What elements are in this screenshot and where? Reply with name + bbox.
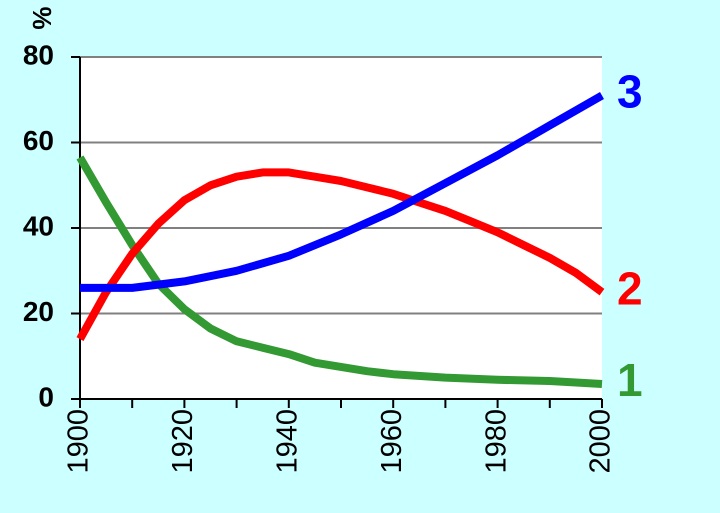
series-label-3: 3 (617, 66, 643, 118)
series-lines (76, 92, 605, 388)
series-label-2: 2 (617, 262, 643, 314)
y-tick-label: 0 (38, 381, 54, 412)
series-labels: 1 2 3 (617, 66, 643, 407)
x-axis-ticks: 1900 1920 1940 1960 1980 2000 (63, 409, 617, 474)
x-tick-label: 1940 (271, 409, 303, 474)
x-tick-label: 1900 (63, 409, 95, 474)
y-tick-label: 40 (23, 210, 54, 241)
y-tick-label: 80 (23, 39, 54, 70)
x-tick-label: 1980 (480, 409, 512, 474)
x-tick-label: 1960 (376, 409, 408, 474)
y-tick-label: 20 (23, 296, 54, 327)
x-tick-label: 2000 (585, 409, 617, 474)
axes (71, 56, 603, 408)
y-tick-label: 60 (23, 125, 54, 156)
x-tick-label: 1920 (167, 409, 199, 474)
series-label-1: 1 (617, 354, 643, 406)
series-line-1 (76, 155, 603, 388)
y-axis-label: % (27, 6, 57, 29)
y-axis-ticks: 0 20 40 60 80 (23, 39, 54, 412)
series-line-3 (80, 92, 604, 292)
series-line-2 (76, 168, 605, 342)
